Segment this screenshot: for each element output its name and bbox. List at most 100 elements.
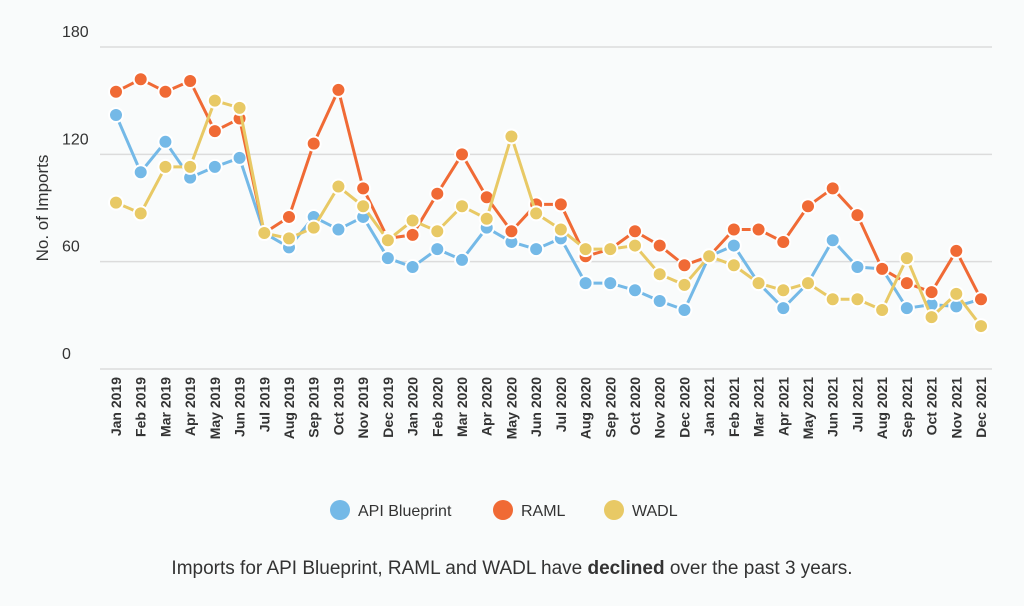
data-point: [108, 194, 124, 211]
data-point: [725, 237, 742, 254]
data-point: [404, 259, 421, 276]
data-point: [800, 275, 816, 292]
x-tick-label: Jun 2019: [232, 377, 248, 437]
data-point: [256, 225, 273, 242]
data-point: [750, 275, 767, 292]
data-point: [923, 309, 940, 326]
x-tick-label: Dec 2019: [380, 377, 396, 438]
data-point: [429, 185, 446, 202]
x-tick-label: May 2020: [503, 377, 519, 439]
x-tick-label: Dec 2021: [973, 377, 989, 438]
data-point: [824, 232, 841, 249]
data-point: [503, 128, 520, 145]
data-point: [404, 226, 421, 243]
data-point: [231, 99, 248, 116]
data-point: [824, 291, 841, 308]
x-tick-label: Jul 2020: [553, 377, 569, 432]
data-point: [602, 275, 619, 292]
data-point: [231, 149, 248, 166]
x-tick-label: Mar 2019: [157, 377, 173, 437]
x-tick-label: Sep 2020: [602, 377, 618, 438]
data-point: [305, 135, 322, 152]
series-lines: [108, 71, 989, 335]
x-tick-label: Dec 2020: [676, 377, 692, 438]
x-tick-label: Feb 2021: [726, 377, 742, 437]
data-point: [973, 291, 989, 308]
data-point: [108, 83, 124, 100]
data-point: [577, 275, 594, 292]
data-point: [775, 282, 792, 299]
data-point: [182, 158, 199, 175]
data-point: [552, 221, 569, 238]
data-point: [701, 248, 718, 265]
caption: Imports for API Blueprint, RAML and WADL…: [0, 558, 1024, 580]
data-point: [355, 198, 372, 215]
x-tick-label: Aug 2019: [281, 377, 297, 439]
x-tick-label: Mar 2020: [454, 377, 470, 437]
x-tick-label: May 2019: [207, 377, 223, 439]
data-point: [429, 223, 446, 240]
data-point: [651, 293, 668, 310]
x-tick-label: Jun 2021: [825, 377, 841, 437]
caption-text: Imports for API Blueprint, RAML and WADL…: [171, 558, 588, 579]
data-point: [454, 198, 470, 215]
data-point: [379, 250, 396, 267]
x-tick-label: Oct 2019: [330, 377, 346, 436]
data-point: [923, 284, 940, 301]
data-point: [552, 196, 569, 213]
series-wadl: [108, 92, 989, 335]
data-point: [182, 72, 199, 89]
data-point: [404, 212, 421, 229]
y-tick-label: 0: [62, 346, 71, 363]
x-tick-label: Mar 2021: [751, 377, 767, 437]
caption-bold: declined: [587, 558, 665, 579]
data-point: [874, 260, 891, 277]
data-point: [454, 146, 470, 163]
data-point: [503, 223, 520, 240]
data-point: [206, 158, 223, 175]
x-tick-label: Apr 2019: [182, 377, 198, 436]
data-point: [849, 207, 866, 224]
data-point: [849, 291, 866, 308]
y-axis: 0 60 120 180: [62, 24, 89, 363]
x-tick-label: Feb 2020: [429, 377, 445, 437]
data-point: [429, 241, 446, 258]
data-point: [775, 300, 792, 317]
x-tick-label: Sep 2019: [306, 377, 322, 438]
data-point: [108, 106, 124, 123]
x-tick-label: Aug 2021: [874, 377, 890, 439]
data-point: [948, 242, 965, 259]
data-point: [824, 180, 841, 197]
x-tick-label: Nov 2019: [355, 377, 371, 439]
line-chart: 0 60 120 180 No. of Imports Jan 2019 Feb 201…: [33, 24, 992, 520]
data-point: [379, 232, 396, 249]
x-axis: Jan 2019 Feb 2019 Mar 2019 Apr 2019 May 2019…: [108, 377, 989, 439]
data-point: [281, 230, 297, 247]
data-point: [898, 250, 915, 267]
x-tick-label: Apr 2020: [479, 377, 495, 436]
data-point: [651, 266, 668, 283]
data-point: [973, 318, 989, 335]
y-tick-label: 120: [62, 131, 89, 148]
data-point: [800, 198, 816, 215]
data-point: [898, 300, 915, 317]
legend-label: RAML: [521, 503, 566, 520]
data-point: [898, 275, 915, 292]
data-point: [577, 241, 594, 258]
x-tick-label: Nov 2021: [948, 377, 964, 439]
y-tick-label: 60: [62, 239, 80, 256]
legend-marker: [330, 500, 350, 520]
x-tick-label: Sep 2021: [899, 377, 915, 438]
x-tick-label: May 2021: [800, 377, 816, 439]
y-axis-label: No. of Imports: [33, 155, 52, 262]
data-point: [157, 158, 174, 175]
data-point: [750, 221, 767, 238]
data-point: [528, 205, 545, 222]
data-point: [676, 257, 693, 274]
data-point: [849, 259, 866, 276]
data-point: [355, 180, 372, 197]
x-tick-label: Oct 2021: [924, 377, 940, 436]
data-point: [454, 251, 470, 268]
legend-marker: [604, 500, 624, 520]
data-point: [281, 208, 297, 225]
